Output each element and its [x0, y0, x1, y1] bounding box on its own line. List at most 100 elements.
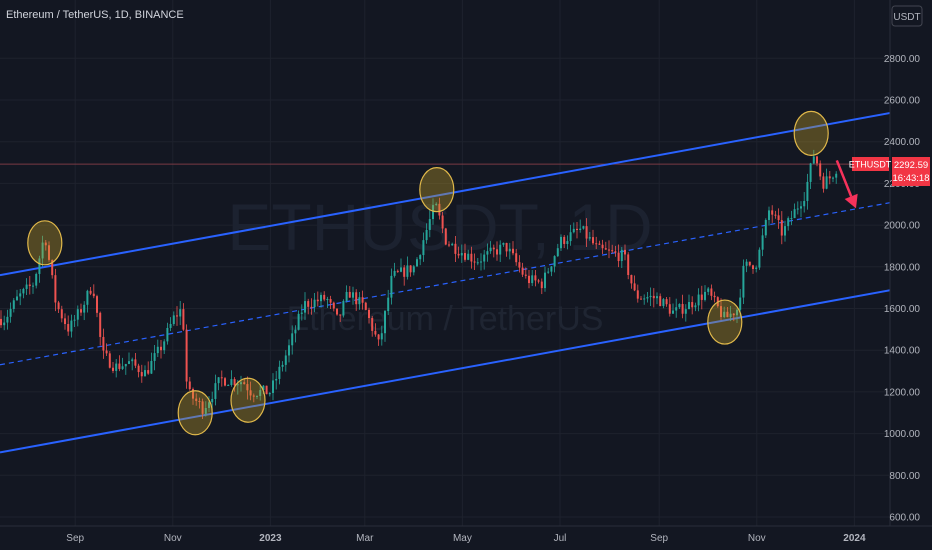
- candle: [83, 301, 86, 321]
- candle: [332, 301, 335, 312]
- candle: [44, 239, 47, 251]
- candle: [291, 325, 294, 355]
- x-tick-label: Jul: [554, 533, 567, 544]
- candle: [601, 239, 604, 254]
- candle: [771, 205, 774, 223]
- candle-body: [428, 219, 431, 230]
- candle: [422, 232, 425, 262]
- x-tick-label: Nov: [164, 533, 182, 544]
- candle: [444, 227, 447, 246]
- currency-button-frame[interactable]: [891, 5, 923, 27]
- candle-body: [336, 308, 338, 315]
- candle-body: [704, 291, 706, 300]
- time-axis[interactable]: Sep Nov 2023 Mar May Jul Sep Nov 2024: [0, 525, 932, 550]
- candle: [240, 375, 242, 392]
- price-axis[interactable]: 600.00 800.00 1000.00 1200.00 1400.00 1600.00…: [884, 0, 932, 550]
- candle-body: [540, 281, 543, 289]
- candle-body: [832, 177, 834, 179]
- candle: [9, 302, 12, 323]
- candle-body: [544, 272, 546, 289]
- candle-body: [627, 254, 630, 276]
- y-tick-label: 1200.00: [884, 387, 921, 398]
- candle-body: [44, 242, 47, 246]
- x-tick-label: Sep: [66, 533, 84, 544]
- candle: [265, 385, 268, 395]
- candle: [550, 265, 553, 277]
- candle: [675, 298, 678, 318]
- candle-body: [19, 293, 22, 297]
- candle-body: [435, 203, 438, 206]
- candle-body: [470, 253, 473, 262]
- candle-body: [812, 156, 815, 164]
- candle: [604, 241, 607, 250]
- candle: [774, 210, 777, 219]
- candle: [825, 168, 828, 190]
- candle-body: [227, 384, 230, 386]
- candle-body: [486, 251, 489, 255]
- candle-body: [758, 249, 761, 268]
- circle-annotation: [419, 167, 455, 213]
- candle: [656, 292, 658, 305]
- candle: [806, 173, 809, 210]
- candle: [169, 317, 172, 332]
- candle: [118, 355, 121, 372]
- candle: [665, 297, 668, 307]
- candle-body: [166, 327, 169, 342]
- currency-button[interactable]: USDT: [891, 5, 923, 27]
- candle: [585, 218, 588, 247]
- candle: [38, 255, 41, 283]
- candle-body: [585, 226, 588, 239]
- candle-body: [700, 294, 703, 300]
- candle: [668, 297, 671, 317]
- candle: [185, 324, 188, 389]
- candle-body: [528, 275, 530, 284]
- candle: [793, 203, 796, 219]
- candle: [636, 284, 639, 303]
- candle: [752, 264, 754, 274]
- candle: [620, 246, 623, 269]
- candle-body: [444, 228, 447, 245]
- candle-body: [214, 383, 217, 399]
- candle-body: [35, 273, 38, 286]
- badge-symbol: ETHUSDT: [849, 160, 892, 170]
- candle-body: [451, 243, 454, 246]
- currency-button-label[interactable]: USDT: [893, 12, 920, 23]
- candle: [313, 293, 316, 313]
- candle-body: [825, 176, 828, 189]
- candle: [633, 275, 636, 292]
- candle: [640, 295, 642, 300]
- candle-body: [505, 242, 508, 252]
- candle-body: [275, 378, 278, 381]
- candle-body: [38, 258, 41, 274]
- candle-body: [476, 262, 479, 264]
- candle: [339, 314, 342, 323]
- candle-body: [368, 309, 370, 319]
- candle: [412, 265, 415, 276]
- candle: [796, 201, 799, 215]
- candle-body: [819, 163, 822, 177]
- candle: [374, 323, 377, 337]
- candle-body: [736, 309, 738, 316]
- candle: [3, 315, 6, 331]
- x-tick-label: 2024: [843, 533, 866, 544]
- candle-body: [243, 382, 246, 385]
- candle-body: [614, 251, 617, 253]
- candle: [502, 242, 505, 247]
- candle-body: [217, 377, 220, 384]
- candle-body: [569, 232, 572, 242]
- candle: [368, 307, 370, 324]
- candle-body: [608, 249, 610, 251]
- candle-body: [531, 275, 534, 284]
- candle-body: [102, 336, 105, 351]
- candle-body: [537, 280, 540, 282]
- candle-body: [89, 290, 92, 294]
- candle-body: [601, 244, 604, 249]
- candle-body: [483, 254, 486, 262]
- candle-body: [252, 395, 255, 397]
- candle: [166, 322, 169, 345]
- candle: [540, 278, 543, 295]
- candle: [508, 242, 511, 260]
- candle-body: [105, 350, 108, 354]
- x-tick-label: Mar: [356, 533, 374, 544]
